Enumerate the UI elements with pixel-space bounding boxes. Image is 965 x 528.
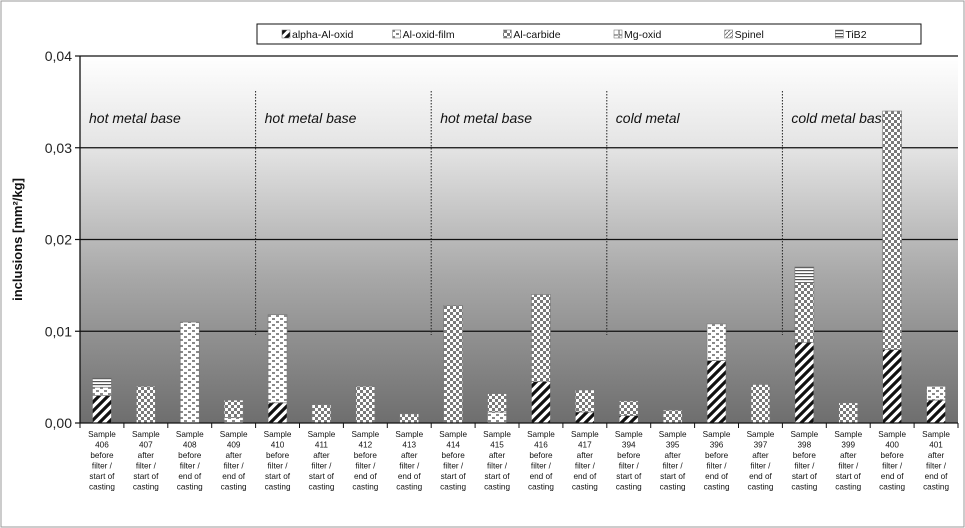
legend-label-al-oxid-film: Al-oxid-film <box>403 29 455 41</box>
bar-al-carbide-8 <box>443 305 463 424</box>
bar-alpha-al-oxid-10 <box>531 381 551 424</box>
legend-label-tib2: TiB2 <box>845 29 866 41</box>
bar-al-oxid-film-2 <box>179 321 200 424</box>
region-label-4: cold metal base <box>791 110 889 126</box>
legend-box <box>256 23 922 45</box>
legend-label-mg-oxid: Mg-oxid <box>624 29 662 41</box>
legend-label-al-carbide: Al-carbide <box>513 29 560 41</box>
legend-swatch-al-carbide <box>503 29 512 39</box>
bar-al-carbide-18 <box>882 110 902 350</box>
y-tick-label-3: 0,03 <box>45 140 72 156</box>
legend-swatch-tib2 <box>835 29 844 39</box>
bar-al-carbide-17 <box>838 402 859 424</box>
bar-alpha-al-oxid-14 <box>706 360 727 424</box>
bar-alpha-al-oxid-4 <box>267 402 288 424</box>
bar-al-oxid-film-9 <box>487 411 507 424</box>
legend-label-alpha-al-oxid: alpha-Al-oxid <box>292 29 353 41</box>
x-category-label-3: Sample 409 after filter / end of casting <box>220 430 248 492</box>
x-category-label-19: Sample 401 after filter / end of casting <box>922 430 950 492</box>
bar-al-carbide-15 <box>750 384 771 424</box>
bar-al-carbide-11 <box>575 389 595 413</box>
bar-series <box>92 110 946 424</box>
x-category-label-1: Sample 407 after filter / start of casting <box>132 430 160 492</box>
bar-al-carbide-6 <box>355 385 376 424</box>
bar-al-oxid-film-3 <box>223 417 244 424</box>
bar-al-carbide-13 <box>662 409 683 424</box>
y-tick-label-4: 0,04 <box>45 48 72 64</box>
region-label-2: hot metal base <box>440 110 532 126</box>
x-category-label-8: Sample 414 before filter / start of casting <box>439 430 467 492</box>
x-category-label-10: Sample 416 before filter / end of casting <box>527 430 555 492</box>
y-tick-label-2: 0,02 <box>45 232 72 248</box>
bar-al-oxid-film-4 <box>267 314 288 404</box>
x-category-label-12: Sample 394 before filter / start of casting <box>615 430 643 492</box>
bar-al-carbide-7 <box>399 413 420 424</box>
x-category-label-13: Sample 395 after filter / start of casting <box>659 430 687 492</box>
legend-swatch-spinel <box>724 29 733 39</box>
legend-swatch-al-oxid-film <box>392 29 401 39</box>
bar-al-carbide-16 <box>794 282 815 343</box>
region-label-3: cold metal <box>616 110 681 126</box>
bar-al-carbide-3 <box>223 399 244 418</box>
bar-al-oxid-film-19 <box>926 385 946 401</box>
region-label-1: hot metal base <box>265 110 357 126</box>
region-annotations: hot metal base hot metal base hot metal ba… <box>89 91 890 335</box>
region-label-0: hot metal base <box>89 110 181 126</box>
legend-label-spinel: Spinel <box>735 29 764 41</box>
x-category-label-14: Sample 396 before filter / end of casting <box>703 430 731 492</box>
x-category-label-16: Sample 398 before filter / start of casting <box>790 430 818 492</box>
y-tick-label-1: 0,01 <box>45 323 72 339</box>
bar-al-oxid-film-14 <box>706 323 727 361</box>
bar-alpha-al-oxid-19 <box>926 399 946 424</box>
bar-alpha-al-oxid-16 <box>794 341 815 424</box>
bar-al-oxid-film-0 <box>92 386 112 396</box>
x-category-label-5: Sample 411 after filter / start of casting <box>308 430 336 492</box>
axes <box>75 55 959 428</box>
x-category-label-0: Sample 406 before filter / start of casting <box>88 430 116 492</box>
bar-al-carbide-12 <box>618 400 639 416</box>
x-category-label-11: Sample 417 after filter / end of casting <box>571 430 599 492</box>
x-category-label-15: Sample 397 after filter / end of casting <box>747 430 775 492</box>
legend-swatch-mg-oxid <box>613 29 623 39</box>
x-category-labels: Sample 406 before filter / start of casting Sa… <box>88 430 950 492</box>
bar-al-carbide-1 <box>136 385 156 424</box>
bar-tib2-0 <box>92 377 112 388</box>
bar-alpha-al-oxid-18 <box>882 349 902 424</box>
x-category-label-4: Sample 410 before filter / start of casting <box>264 430 292 492</box>
x-category-label-9: Sample 415 after filter / start of casting <box>483 430 511 492</box>
x-category-label-18: Sample 400 before filter / end of casting <box>878 430 906 492</box>
y-tick-labels: 0,00 0,01 0,02 0,03 0,04 <box>45 48 72 431</box>
x-category-label-6: Sample 412 before filter / end of casting <box>351 430 379 492</box>
bar-al-carbide-10 <box>531 294 551 383</box>
x-category-label-7: Sample 413 after filter / end of casting <box>395 430 423 492</box>
bar-tib2-16 <box>794 266 815 283</box>
legend: alpha-Al-oxid Al-oxid-film Al-carbide Mg-ox… <box>256 23 922 45</box>
x-category-label-2: Sample 408 before filter / end of casting <box>176 430 204 492</box>
legend-swatch-alpha-al-oxid <box>281 29 291 39</box>
bar-alpha-al-oxid-11 <box>575 411 595 424</box>
x-category-label-17: Sample 399 after filter / start of casting <box>834 430 862 492</box>
y-tick-label-0: 0,00 <box>45 415 72 431</box>
bar-al-carbide-9 <box>487 393 507 413</box>
grid-lines <box>80 55 958 332</box>
bar-alpha-al-oxid-0 <box>92 395 112 424</box>
bar-alpha-al-oxid-12 <box>618 415 639 424</box>
bar-al-carbide-5 <box>311 404 332 424</box>
y-axis-title: inclusions [mm²/kg] <box>10 178 25 301</box>
